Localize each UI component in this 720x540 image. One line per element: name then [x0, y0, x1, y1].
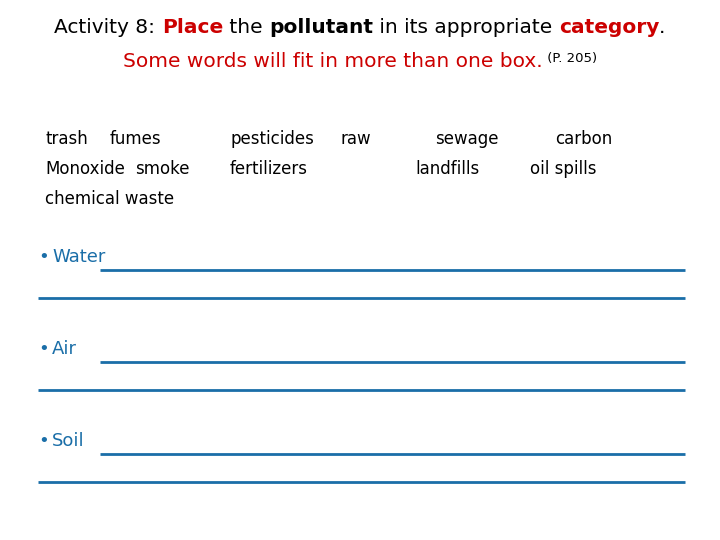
Text: sewage: sewage [435, 130, 498, 148]
Text: fertilizers: fertilizers [230, 160, 308, 178]
Text: in its appropriate: in its appropriate [373, 18, 559, 37]
Text: •: • [38, 432, 49, 450]
Text: Activity 8:: Activity 8: [55, 18, 162, 37]
Text: Water: Water [52, 248, 105, 266]
Text: •: • [38, 340, 49, 358]
Text: .: . [659, 18, 665, 37]
Text: oil spills: oil spills [530, 160, 596, 178]
Text: Air: Air [52, 340, 77, 358]
Text: smoke: smoke [135, 160, 189, 178]
Text: chemical waste: chemical waste [45, 190, 174, 208]
Text: pollutant: pollutant [269, 18, 373, 37]
Text: Some words will fit in more than one box.: Some words will fit in more than one box… [123, 52, 543, 71]
Text: pesticides: pesticides [230, 130, 314, 148]
Text: (P. 205): (P. 205) [543, 52, 597, 65]
Text: category: category [559, 18, 659, 37]
Text: the: the [223, 18, 269, 37]
Text: •: • [38, 248, 49, 266]
Text: landfills: landfills [415, 160, 480, 178]
Text: raw: raw [340, 130, 371, 148]
Text: carbon: carbon [555, 130, 612, 148]
Text: Monoxide: Monoxide [45, 160, 125, 178]
Text: fumes: fumes [110, 130, 161, 148]
Text: Place: Place [162, 18, 223, 37]
Text: Soil: Soil [52, 432, 85, 450]
Text: trash: trash [45, 130, 88, 148]
